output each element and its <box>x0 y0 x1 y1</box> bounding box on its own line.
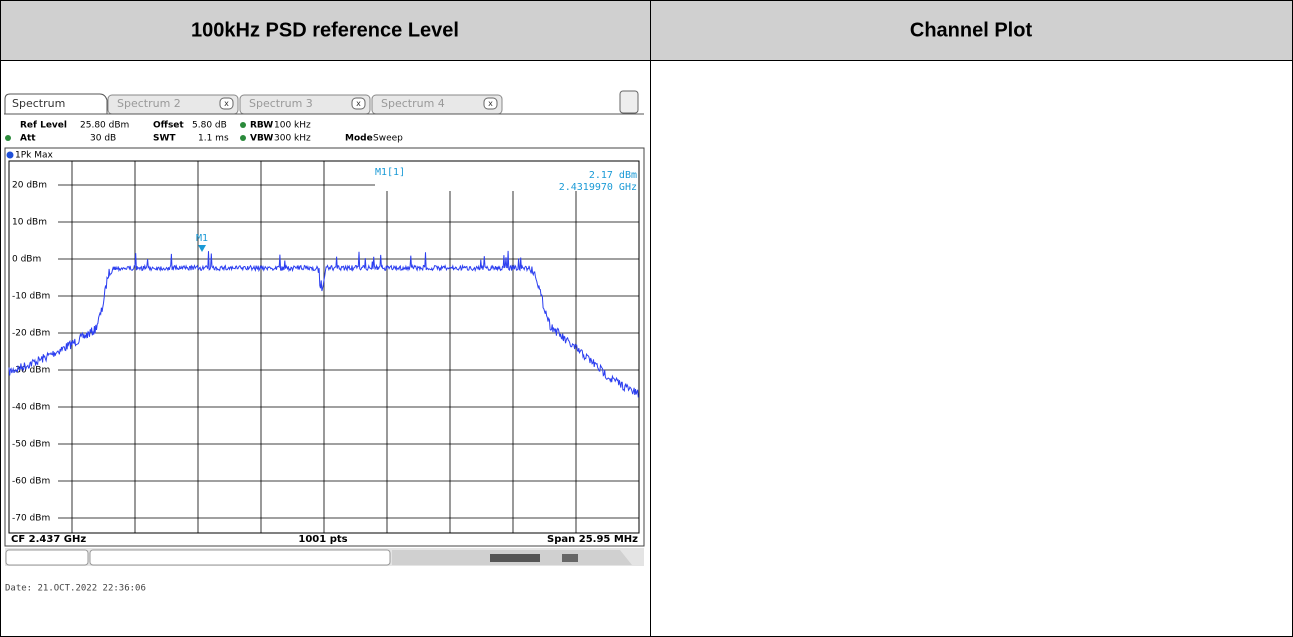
trace-dot <box>6 151 14 159</box>
setting-value: 25.80 dBm <box>80 121 129 131</box>
y-label: 10 dBm <box>12 218 47 228</box>
setting-label: SWT <box>153 134 176 144</box>
y-label: -30 dBm <box>12 366 50 376</box>
setting-label: Ref Level <box>20 121 67 131</box>
status-field <box>89 549 391 566</box>
footer-points: 1001 pts <box>298 534 347 545</box>
marker-name: M1[1] <box>375 167 405 178</box>
tab-label: Spectrum 2 <box>117 97 181 110</box>
setting-value: 5.80 dB <box>192 121 227 131</box>
setting-value: 1.1 ms <box>198 134 229 144</box>
header: 100kHz PSD reference Level <box>191 19 459 41</box>
grid <box>71 161 577 533</box>
setting-label: Att <box>20 134 36 144</box>
setting-value: 100 kHz <box>274 121 311 131</box>
setting-label: Mode <box>345 134 373 144</box>
setting-value: 30 dB <box>90 134 116 144</box>
tab-label: Spectrum 4 <box>381 97 445 110</box>
marker-frequency: 2.4319970 GHz <box>559 182 637 193</box>
status-dot <box>240 135 246 141</box>
marker-label: M1 <box>196 233 208 244</box>
tab-label: Spectrum 3 <box>249 97 313 110</box>
trace <box>8 250 639 398</box>
setting-value: 300 kHz <box>274 134 311 144</box>
y-label: -40 dBm <box>12 403 50 413</box>
header-row <box>0 0 1293 61</box>
setting-label: RBW <box>250 121 273 131</box>
status-field <box>5 549 89 566</box>
toolbar-icon <box>619 90 639 114</box>
footer-center: CF 2.437 GHz <box>11 534 86 545</box>
progress-bar <box>490 554 540 562</box>
y-label: -10 dBm <box>12 292 50 302</box>
status-icon <box>562 554 578 562</box>
tab-close-icons <box>219 97 498 110</box>
y-label: 20 dBm <box>12 181 47 191</box>
setting-label: VBW <box>250 134 273 144</box>
status-dot <box>5 135 11 141</box>
header: Channel Plot <box>910 19 1033 41</box>
y-label: -50 dBm <box>12 440 50 450</box>
svg-text:x: x <box>224 99 229 108</box>
status-dot <box>240 122 246 128</box>
tab-label: Spectrum <box>12 97 65 110</box>
marker-level: 2.17 dBm <box>589 170 637 181</box>
setting-value: Sweep <box>373 134 403 144</box>
y-label: -70 dBm <box>12 514 50 524</box>
svg-text:x: x <box>488 99 493 108</box>
tab-active <box>4 93 108 114</box>
marker-triangle <box>198 245 206 252</box>
svg-text:x: x <box>356 99 361 108</box>
y-label: -60 dBm <box>12 477 50 487</box>
footer-span: Span 25.95 MHz <box>547 534 638 545</box>
y-label: -20 dBm <box>12 329 50 339</box>
date: Date: 21.OCT.2022 22:36:06 <box>5 584 146 594</box>
grid: 20 dBm 10 dBm 0 dBm -10 dBm -20 dBm -30 dBm -4… <box>12 181 639 524</box>
y-label: 0 dBm <box>12 255 41 265</box>
plot-frame <box>4 147 645 547</box>
setting-label: Offset <box>153 121 184 131</box>
trace-label: 1Pk Max <box>15 151 54 161</box>
marker-box <box>376 163 638 191</box>
